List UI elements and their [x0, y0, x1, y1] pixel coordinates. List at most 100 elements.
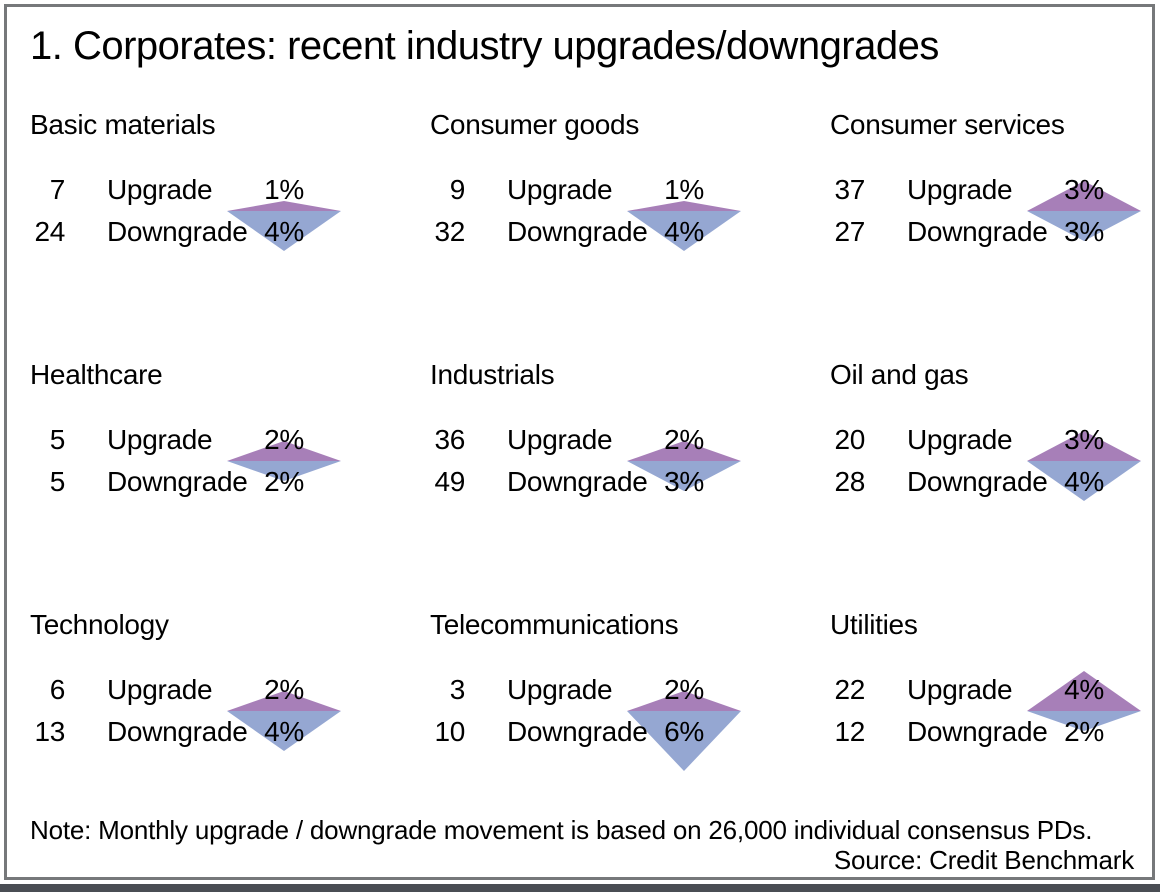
upgrade-label: Upgrade	[507, 424, 613, 455]
downgrade-count: 10	[434, 716, 465, 747]
panel-rows: 5 Upgrade 2% 5 Downgrade 2%	[30, 419, 430, 503]
downgrade-count: 28	[834, 466, 865, 497]
industry-title: Consumer services	[830, 109, 1065, 140]
downgrade-row: 32 Downgrade 4%	[430, 211, 830, 253]
updown-diamond	[227, 691, 341, 751]
upgrade-row: 20 Upgrade 3%	[830, 419, 1152, 461]
industry-title: Industrials	[430, 359, 555, 390]
upgrade-label: Upgrade	[507, 174, 613, 205]
downgrade-triangle	[227, 711, 341, 751]
upgrade-triangle	[627, 691, 741, 711]
industry-panel: Telecommunications 3 Upgrade 2% 10 Downgrade 6…	[430, 605, 830, 855]
upgrade-count: 36	[434, 424, 465, 455]
panel-rows: 37 Upgrade 3% 27 Downgrade 3%	[830, 169, 1152, 253]
downgrade-triangle	[627, 211, 741, 251]
figure-footer: Note: Monthly upgrade / downgrade moveme…	[30, 815, 1134, 875]
upgrade-label: Upgrade	[907, 174, 1013, 205]
downgrade-percent: 4%	[1064, 466, 1104, 497]
downgrade-count: 5	[49, 466, 66, 497]
downgrade-label: Downgrade	[907, 216, 1048, 247]
industry-panel: Technology 6 Upgrade 2% 13 Downgrade 4%	[30, 605, 430, 855]
downgrade-triangle	[1027, 211, 1141, 241]
panel-rows: 9 Upgrade 1% 32 Downgrade 4%	[430, 169, 830, 253]
downgrade-count: 13	[34, 716, 65, 747]
downgrade-row: 28 Downgrade 4%	[830, 461, 1152, 503]
upgrade-row: 6 Upgrade 2%	[30, 669, 430, 711]
downgrade-row: 5 Downgrade 2%	[30, 461, 430, 503]
upgrade-triangle	[227, 441, 341, 461]
downgrade-triangle	[227, 461, 341, 481]
downgrade-triangle	[1027, 461, 1141, 501]
updown-diamond	[227, 201, 341, 251]
upgrade-triangle	[227, 201, 341, 211]
upgrade-count: 5	[49, 424, 66, 455]
downgrade-percent: 4%	[264, 216, 304, 247]
upgrade-row: 36 Upgrade 2%	[430, 419, 830, 461]
upgrade-count: 22	[834, 674, 865, 705]
panel-rows: 3 Upgrade 2% 10 Downgrade 6%	[430, 669, 830, 753]
downgrade-label: Downgrade	[907, 466, 1048, 497]
industry-title: Consumer goods	[430, 109, 640, 140]
industry-panel: Healthcare 5 Upgrade 2% 5 Downgrade 2%	[30, 355, 430, 605]
updown-diamond	[1027, 671, 1141, 731]
downgrade-row: 10 Downgrade 6%	[430, 711, 830, 753]
upgrade-percent: 2%	[264, 424, 304, 455]
downgrade-percent: 6%	[664, 716, 704, 747]
panels-grid: Basic materials 7 Upgrade 1% 24 Downgrade 4% Co…	[30, 105, 1152, 855]
downgrade-label: Downgrade	[907, 716, 1048, 747]
upgrade-label: Upgrade	[507, 674, 613, 705]
upgrade-triangle	[1027, 431, 1141, 461]
downgrade-label: Downgrade	[507, 216, 648, 247]
upgrade-count: 37	[834, 174, 865, 205]
downgrade-label: Downgrade	[107, 216, 248, 247]
updown-diamond	[627, 691, 741, 771]
downgrade-count: 49	[434, 466, 465, 497]
industry-panel: Consumer goods 9 Upgrade 1% 32 Downgrade 4%	[430, 105, 830, 355]
industry-title: Telecommunications	[430, 609, 679, 640]
updown-diamond	[227, 441, 341, 481]
bottom-accent-bar	[0, 884, 1160, 892]
downgrade-row: 12 Downgrade 2%	[830, 711, 1152, 753]
upgrade-percent: 2%	[664, 424, 704, 455]
upgrade-count: 9	[449, 174, 466, 205]
downgrade-row: 27 Downgrade 3%	[830, 211, 1152, 253]
upgrade-count: 7	[49, 174, 66, 205]
upgrade-count: 3	[449, 674, 466, 705]
panel-body: 5 Upgrade 2% 5 Downgrade 2%	[30, 419, 430, 503]
upgrade-row: 7 Upgrade 1%	[30, 169, 430, 211]
upgrade-triangle	[627, 201, 741, 211]
industry-panel: Oil and gas 20 Upgrade 3% 28 Downgrade 4%	[830, 355, 1152, 605]
downgrade-percent: 3%	[1064, 216, 1104, 247]
downgrade-row: 13 Downgrade 4%	[30, 711, 430, 753]
industry-panel: Basic materials 7 Upgrade 1% 24 Downgrade 4%	[30, 105, 430, 355]
downgrade-label: Downgrade	[107, 716, 248, 747]
downgrade-percent: 3%	[664, 466, 704, 497]
upgrade-label: Upgrade	[107, 424, 213, 455]
panel-body: 20 Upgrade 3% 28 Downgrade 4%	[830, 419, 1152, 503]
updown-diamond	[627, 201, 741, 251]
figure-title: 1. Corporates: recent industry upgrades/…	[30, 24, 939, 68]
industry-panel: Consumer services 37 Upgrade 3% 27 Downgrade 3…	[830, 105, 1152, 355]
panel-rows: 22 Upgrade 4% 12 Downgrade 2%	[830, 669, 1152, 753]
downgrade-percent: 4%	[664, 216, 704, 247]
panel-rows: 6 Upgrade 2% 13 Downgrade 4%	[30, 669, 430, 753]
downgrade-label: Downgrade	[507, 466, 648, 497]
upgrade-row: 3 Upgrade 2%	[430, 669, 830, 711]
upgrade-percent: 2%	[664, 674, 704, 705]
panel-body: 3 Upgrade 2% 10 Downgrade 6%	[430, 669, 830, 771]
upgrade-triangle	[1027, 181, 1141, 211]
downgrade-triangle	[1027, 711, 1141, 731]
panel-body: 7 Upgrade 1% 24 Downgrade 4%	[30, 169, 430, 253]
figure-frame: 1. Corporates: recent industry upgrades/…	[4, 4, 1155, 880]
industry-title: Basic materials	[30, 109, 216, 140]
panel-rows: 20 Upgrade 3% 28 Downgrade 4%	[830, 419, 1152, 503]
upgrade-row: 5 Upgrade 2%	[30, 419, 430, 461]
updown-diamond	[627, 441, 741, 491]
industry-title: Healthcare	[30, 359, 163, 390]
downgrade-label: Downgrade	[107, 466, 248, 497]
downgrade-triangle	[627, 461, 741, 491]
downgrade-count: 12	[834, 716, 865, 747]
panel-body: 37 Upgrade 3% 27 Downgrade 3%	[830, 169, 1152, 253]
updown-diamond	[1027, 181, 1141, 241]
